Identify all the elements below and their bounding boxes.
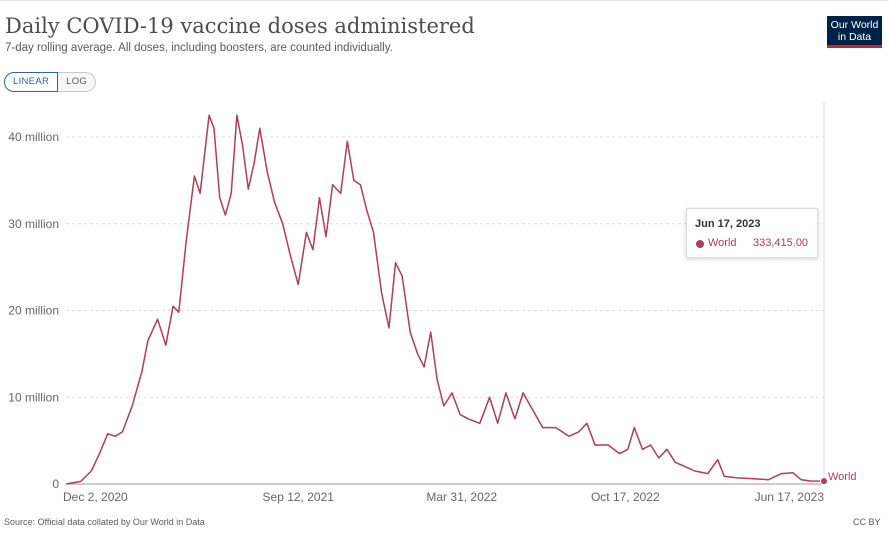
series-line-world[interactable] bbox=[65, 114, 825, 485]
tooltip-date: Jun 17, 2023 bbox=[695, 218, 761, 230]
series-end-label-world: World bbox=[828, 471, 857, 483]
y-tick-label: 40 million bbox=[8, 130, 59, 144]
x-tick-label: Mar 31, 2022 bbox=[426, 490, 497, 504]
log-scale-button[interactable]: LOG bbox=[58, 72, 97, 92]
license-link[interactable]: CC BY bbox=[853, 517, 881, 527]
y-tick-label: 10 million bbox=[8, 390, 59, 404]
scale-toggle: LINEAR LOG bbox=[4, 72, 97, 92]
tooltip-value: 333,415.00 bbox=[753, 237, 809, 249]
tooltip-series-name: World bbox=[708, 237, 737, 249]
linear-scale-button[interactable]: LINEAR bbox=[4, 72, 59, 92]
source-note: Source: Official data collated by Our Wo… bbox=[4, 517, 205, 527]
top-divider bbox=[0, 0, 889, 1]
series-end-point-world[interactable] bbox=[820, 477, 828, 486]
y-tick-label: 0 bbox=[52, 477, 59, 491]
y-tick-label: 30 million bbox=[8, 217, 59, 231]
y-tick-label: 20 million bbox=[8, 304, 59, 318]
y-tick-labels: 0 10 million 20 million 30 million 40 millio… bbox=[8, 130, 59, 491]
logo-line-2: in Data bbox=[837, 31, 872, 43]
x-tick-labels: Dec 2, 2020 Sep 12, 2021 Mar 31, 2022 Oct 1… bbox=[63, 490, 824, 504]
x-tick-label: Sep 12, 2021 bbox=[263, 490, 335, 504]
x-tick-label: Oct 17, 2022 bbox=[591, 490, 660, 504]
owid-logo[interactable]: Our World in Data bbox=[827, 16, 882, 48]
tooltip-series-dot-icon bbox=[696, 240, 704, 248]
chart-title: Daily COVID-19 vaccine doses administere… bbox=[5, 14, 475, 38]
x-tick-label: Jun 17, 2023 bbox=[755, 490, 825, 504]
x-tick-label: Dec 2, 2020 bbox=[63, 490, 128, 504]
chart-subtitle: 7-day rolling average. All doses, includ… bbox=[5, 42, 393, 54]
logo-line-1: Our World bbox=[830, 19, 879, 31]
tooltip: Jun 17, 2023 World 333,415.00 bbox=[686, 208, 818, 258]
